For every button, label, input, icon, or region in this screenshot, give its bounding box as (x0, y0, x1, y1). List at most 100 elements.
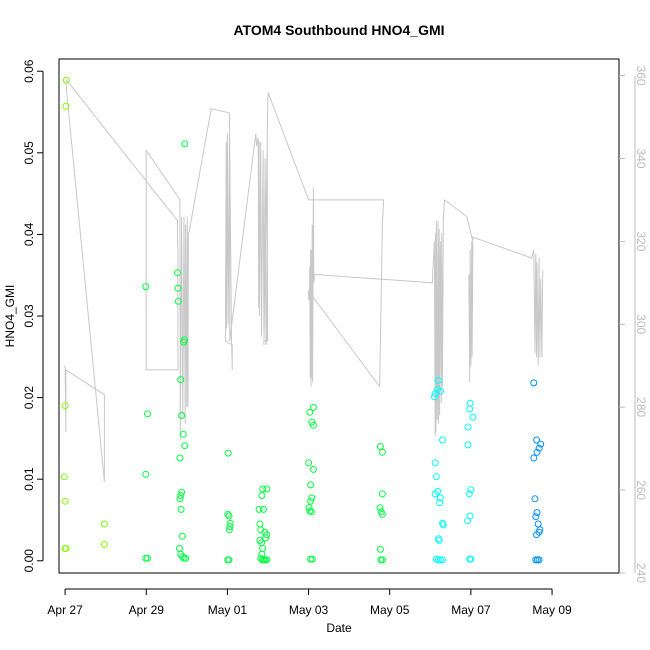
x-tick-label: Apr 29 (129, 603, 165, 617)
data-point (100, 540, 108, 548)
data-point (177, 492, 185, 499)
y-tick-label: 0.05 (22, 141, 36, 165)
data-point (466, 399, 474, 407)
data-point (174, 284, 182, 292)
data-point (259, 545, 267, 552)
data-point (464, 517, 472, 525)
data-point (177, 505, 185, 513)
data-point (305, 459, 313, 467)
y-axis-right: 240 260 280 300 320 340 360 (619, 66, 648, 583)
data-point (431, 490, 439, 498)
data-point (430, 393, 438, 401)
x-axis: Apr 27 Apr 29 May 01 May 03 May 05 May 07 May … (47, 588, 572, 617)
data-point (378, 448, 386, 456)
x-axis-label: Date (326, 621, 352, 635)
data-point (255, 505, 263, 513)
data-point (180, 338, 188, 346)
y2-tick-label: 340 (634, 148, 648, 168)
data-point (533, 436, 541, 444)
data-point (100, 520, 108, 528)
data-point (307, 508, 315, 516)
data-point (62, 102, 70, 110)
data-point (179, 430, 187, 438)
data-point (256, 520, 264, 528)
altitude-line (64, 78, 544, 482)
data-point (308, 555, 316, 563)
data-point (435, 536, 443, 544)
data-point (469, 413, 477, 421)
data-point (176, 454, 184, 462)
data-point (535, 444, 543, 452)
data-point (260, 505, 267, 513)
data-point (378, 556, 386, 564)
data-point (432, 473, 440, 481)
y-tick-label: 0.04 (22, 222, 36, 246)
data-point (434, 377, 442, 384)
data-point (263, 531, 271, 539)
data-point (258, 550, 266, 558)
data-point (178, 488, 186, 496)
data-point (176, 545, 183, 552)
data-point (376, 504, 384, 512)
altitude-line-layer (64, 78, 544, 482)
data-point (533, 531, 541, 539)
y-axis-left: 0.00 0.01 0.02 0.03 0.04 0.05 0.06 (22, 59, 44, 572)
data-point (144, 410, 151, 418)
x-tick-label: May 05 (370, 603, 410, 617)
y-tick-label: 0.03 (22, 304, 36, 328)
data-point (530, 454, 538, 462)
data-point (431, 459, 439, 467)
data-point (142, 283, 150, 291)
y-axis-label: HNO4_GMI (3, 285, 17, 348)
data-point (177, 376, 185, 384)
data-point (176, 495, 184, 503)
data-point (308, 494, 316, 502)
data-point (225, 526, 233, 534)
y2-tick-label: 280 (634, 397, 648, 417)
data-point (534, 520, 542, 528)
data-point (307, 497, 315, 505)
data-point (436, 499, 444, 507)
data-point (225, 512, 233, 520)
y-tick-label: 0.01 (22, 467, 36, 491)
data-point (378, 490, 386, 498)
data-point (532, 513, 540, 521)
y2-tick-label: 320 (634, 231, 648, 251)
points-layer (60, 76, 545, 564)
data-point (439, 521, 447, 529)
data-point (61, 402, 69, 410)
data-point (144, 554, 151, 562)
data-point (174, 297, 182, 305)
data-point (178, 412, 186, 419)
data-point (142, 470, 150, 478)
data-point (467, 555, 475, 563)
data-point (309, 403, 317, 411)
x-tick-label: Apr 27 (47, 603, 83, 617)
data-point (259, 485, 267, 493)
data-point (439, 556, 446, 564)
x-tick-label: May 09 (532, 603, 572, 617)
data-point (225, 556, 233, 564)
data-point (436, 494, 444, 502)
data-point (439, 436, 446, 444)
data-point (226, 523, 234, 530)
y2-tick-label: 240 (634, 563, 648, 583)
data-point (464, 423, 472, 431)
data-point (537, 440, 545, 448)
data-point (258, 492, 266, 499)
data-point (309, 465, 317, 473)
data-point (263, 485, 271, 493)
y-tick-label: 0.06 (22, 59, 36, 83)
x-tick-label: May 01 (208, 603, 248, 617)
y2-tick-label: 360 (634, 66, 648, 86)
y-tick-label: 0.02 (22, 386, 36, 410)
data-point (178, 532, 186, 540)
data-point (530, 379, 538, 387)
data-point (465, 490, 473, 498)
y2-tick-label: 300 (634, 314, 648, 334)
data-point (376, 545, 384, 553)
data-point (309, 421, 317, 429)
data-point (431, 390, 439, 397)
data-point (62, 76, 70, 84)
data-point (262, 534, 270, 542)
